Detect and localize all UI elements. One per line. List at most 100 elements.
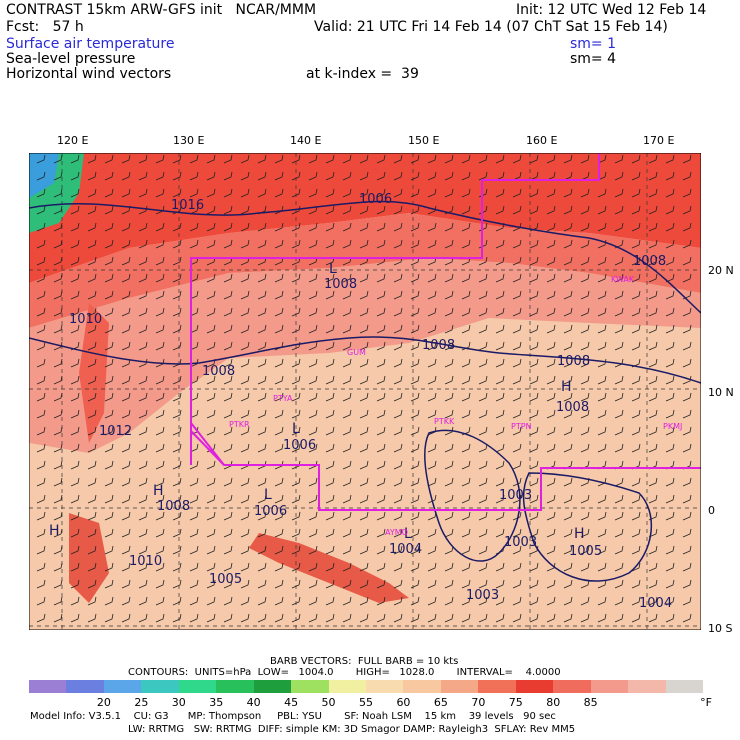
wind-barb	[308, 528, 318, 538]
isobar-label: 1008	[157, 499, 190, 514]
wind-barb	[359, 205, 369, 215]
wind-barb	[240, 528, 250, 538]
wind-barb	[461, 511, 471, 521]
wind-barb	[257, 375, 267, 385]
wind-barb	[104, 188, 114, 198]
wind-barb	[155, 307, 165, 317]
wind-barb	[512, 613, 522, 623]
wind-barb	[291, 307, 301, 317]
valid-time: Valid: 21 UTC Fri 14 Feb 14 (07 ChT Sat …	[314, 19, 668, 35]
wind-barb	[274, 511, 284, 521]
wind-barb	[376, 188, 386, 198]
wind-barb	[563, 358, 573, 368]
wind-barb	[172, 290, 182, 300]
wind-barb	[376, 426, 386, 436]
wind-barb	[546, 222, 556, 232]
colorbar-label: 65	[433, 696, 448, 709]
wind-barb	[580, 528, 590, 538]
wind-barb	[529, 494, 539, 504]
high-marker: H	[49, 523, 60, 539]
wind-barb	[359, 375, 369, 385]
wind-barb	[614, 392, 624, 402]
wind-barb	[427, 596, 437, 606]
wind-barb	[393, 375, 403, 385]
wind-barb	[70, 460, 80, 470]
wind-barb	[444, 562, 454, 572]
wind-barb	[172, 613, 182, 623]
wind-barb	[104, 171, 114, 181]
wind-barb	[376, 613, 386, 623]
wind-barb	[631, 443, 641, 453]
wind-barb	[342, 460, 352, 470]
wind-barb	[325, 154, 335, 164]
low-marker: L	[329, 261, 337, 277]
wind-barb	[87, 511, 97, 521]
wind-barb	[614, 341, 624, 351]
wind-barb	[189, 358, 199, 368]
wind-barb	[682, 324, 692, 334]
colorbar-label: 85	[583, 696, 598, 709]
wind-barb	[240, 239, 250, 249]
wind-barb	[342, 562, 352, 572]
wind-barb	[308, 511, 318, 521]
wind-barb	[410, 171, 420, 181]
wind-barb	[359, 562, 369, 572]
wind-barb	[614, 307, 624, 317]
wind-barb	[597, 494, 607, 504]
wind-barb	[597, 545, 607, 555]
wind-barb	[682, 494, 692, 504]
wind-barb	[36, 222, 46, 232]
wind-barb	[308, 545, 318, 555]
wind-barb	[138, 545, 148, 555]
wind-barb	[393, 613, 403, 623]
wind-barb	[546, 307, 556, 317]
wind-barb	[478, 409, 488, 419]
wind-barb	[529, 613, 539, 623]
wind-barb	[529, 562, 539, 572]
wind-barb	[427, 562, 437, 572]
wind-barb	[495, 579, 505, 589]
wind-barb	[648, 426, 658, 436]
wind-barb	[495, 460, 505, 470]
wind-barb	[36, 579, 46, 589]
wind-barb	[87, 579, 97, 589]
wind-barb	[121, 375, 131, 385]
wind-barb	[665, 307, 675, 317]
wind-barb	[138, 290, 148, 300]
wind-barb	[325, 341, 335, 351]
wind-barb	[410, 409, 420, 419]
wind-barb	[580, 341, 590, 351]
wind-barb	[291, 171, 301, 181]
wind-barb	[308, 375, 318, 385]
colorbar-label: 70	[471, 696, 486, 709]
wind-barb	[240, 545, 250, 555]
wind-barb	[53, 392, 63, 402]
wind-barb	[257, 426, 267, 436]
isobar-label: 1003	[504, 535, 537, 550]
wind-barb	[342, 545, 352, 555]
wind-barb	[189, 613, 199, 623]
wind-barb	[682, 579, 692, 589]
wind-barb	[53, 511, 63, 521]
wind-barb	[631, 375, 641, 385]
wind-barb	[376, 528, 386, 538]
wind-barb	[291, 375, 301, 385]
wind-barb	[155, 494, 165, 504]
wind-barb	[359, 426, 369, 436]
wind-barb	[53, 562, 63, 572]
wind-barb	[87, 358, 97, 368]
wind-barb	[240, 596, 250, 606]
wind-barb	[614, 375, 624, 385]
wind-barb	[444, 171, 454, 181]
wind-barb	[461, 205, 471, 215]
wind-barb	[274, 494, 284, 504]
wind-barb	[512, 154, 522, 164]
wind-barb	[410, 205, 420, 215]
wind-barb	[121, 460, 131, 470]
wind-barb	[512, 307, 522, 317]
wind-barb	[206, 222, 216, 232]
wind-barb	[580, 443, 590, 453]
wind-barb	[36, 562, 46, 572]
wind-barb	[308, 222, 318, 232]
wind-barb	[172, 171, 182, 181]
